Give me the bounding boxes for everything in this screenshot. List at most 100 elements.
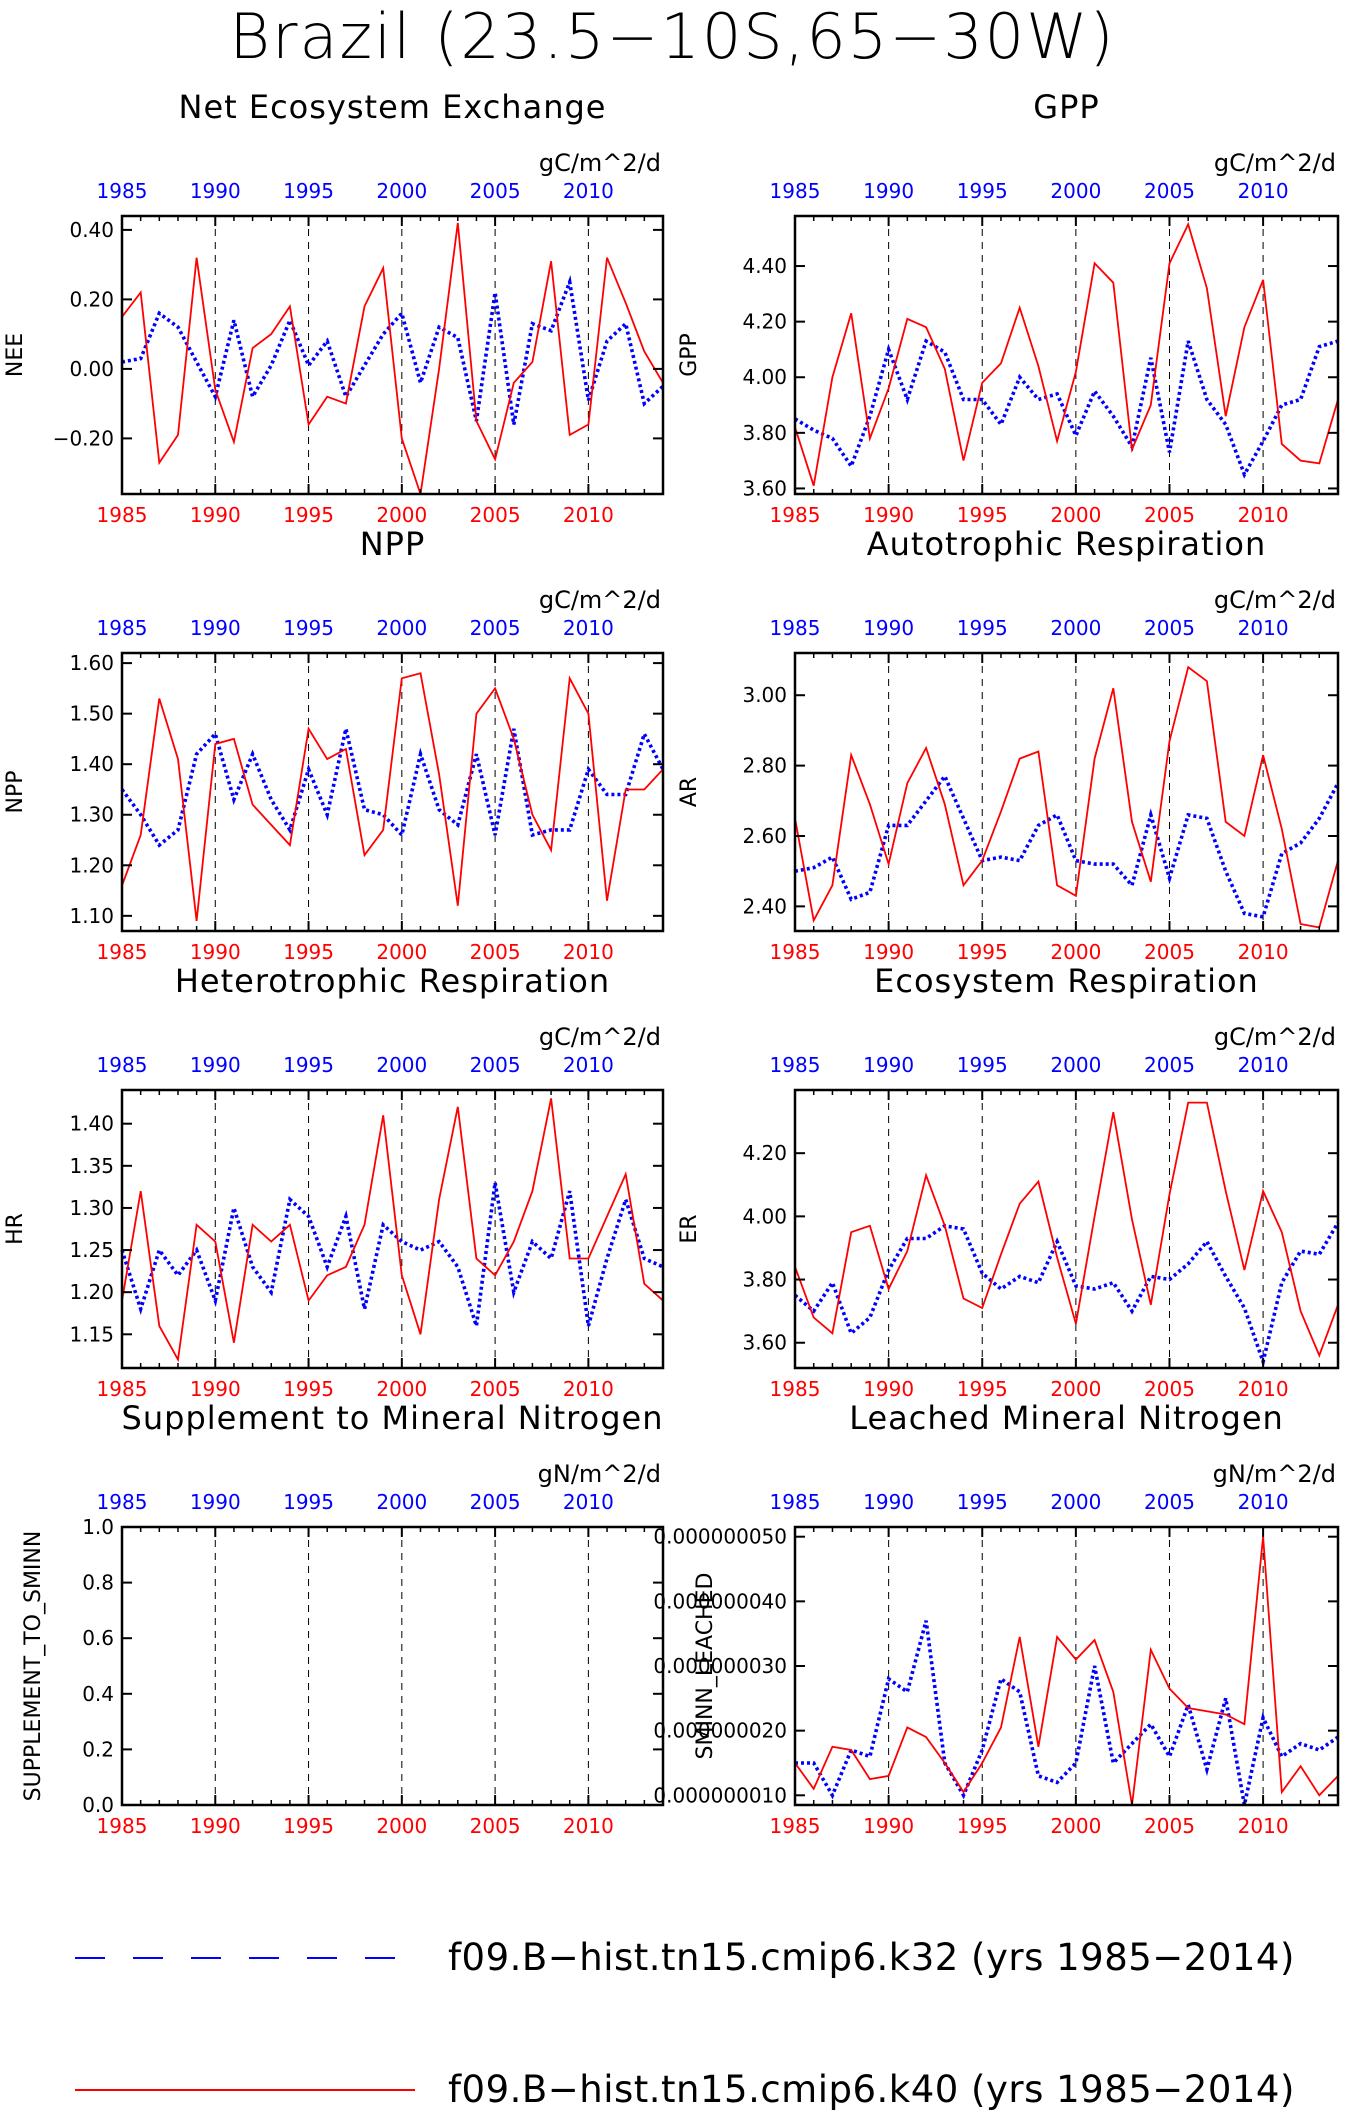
legend-entry-k40: f09.B−hist.tn15.cmip6.k40 (yrs 1985−2014… [0, 2060, 1345, 2120]
chart-title: Autotrophic Respiration [867, 525, 1267, 563]
y-tick-label: 4.20 [742, 1141, 787, 1165]
units-label: gC/m^2/d [1214, 149, 1336, 177]
series-line-k32 [120, 1182, 664, 1327]
plot-frame [793, 214, 1340, 496]
x-tick-label-top: 2005 [1144, 616, 1195, 640]
x-tick-label-bottom: 2005 [470, 940, 521, 964]
y-tick-label: 0.000000020 [653, 1719, 787, 1743]
x-tick-label-top: 1995 [283, 1490, 334, 1514]
x-tick-label-bottom: 2000 [376, 1814, 427, 1838]
chart-panel-7: Leached Mineral Nitrogen gN/m^2/d 1985 1985… [653, 1399, 1340, 1838]
units-label: gC/m^2/d [1214, 586, 1336, 614]
legend-label-k40: f09.B−hist.tn15.cmip6.k40 (yrs 1985−2014… [448, 2068, 1295, 2111]
y-tick-label: 2.80 [742, 754, 787, 778]
plot-frame [793, 1525, 1340, 1807]
x-tick-label-top: 2005 [470, 179, 521, 203]
series-line-k40 [794, 665, 1339, 929]
x-tick-label-bottom: 2005 [470, 1377, 521, 1401]
units-label: gC/m^2/d [539, 1023, 661, 1051]
y-tick-label: 4.00 [742, 365, 787, 389]
plot-frame [120, 1088, 665, 1370]
plot-frame [120, 1525, 665, 1807]
y-tick-label: 0.20 [69, 287, 114, 311]
x-tick-label-top: 1985 [770, 1053, 821, 1077]
y-tick-label: 1.40 [69, 752, 114, 776]
x-tick-label-bottom: 1995 [283, 940, 334, 964]
x-tick-label-bottom: 2000 [1050, 940, 1101, 964]
y-tick-label: 0.000000040 [653, 1589, 787, 1613]
x-tick-label-bottom: 2010 [563, 1377, 614, 1401]
units-label: gC/m^2/d [539, 149, 661, 177]
x-tick-label-top: 2000 [1050, 1490, 1101, 1514]
x-tick-label-bottom: 1990 [190, 940, 241, 964]
x-tick-label-top: 2005 [1144, 1490, 1195, 1514]
chart-title: Ecosystem Respiration [874, 962, 1259, 1000]
y-tick-label: 3.80 [742, 421, 787, 445]
y-tick-label: 1.30 [69, 803, 114, 827]
x-tick-label-top: 2005 [1144, 179, 1195, 203]
plot-frame [120, 651, 665, 933]
y-tick-label: 1.40 [69, 1112, 114, 1136]
x-tick-label-top: 2000 [1050, 1053, 1101, 1077]
y-tick-label: 3.60 [742, 1331, 787, 1355]
chart-panel-2: NPP gC/m^2/d 1985 1985 1990 1990 1995 1995 2000 2… [3, 525, 665, 964]
x-tick-label-top: 1990 [863, 616, 914, 640]
units-label: gC/m^2/d [539, 586, 661, 614]
series-line-k40 [121, 1098, 664, 1363]
chart-panel-0: Net Ecosystem Exchange gC/m^2/d 1985 1985 19… [3, 88, 665, 527]
x-tick-label-bottom: 1995 [957, 1377, 1008, 1401]
x-tick-label-bottom: 1990 [863, 1377, 914, 1401]
y-axis-label: AR [677, 777, 702, 807]
x-tick-label-bottom: 2010 [1238, 940, 1289, 964]
x-tick-label-bottom: 1990 [190, 503, 241, 527]
y-tick-label: 1.25 [69, 1238, 114, 1262]
x-tick-label-bottom: 1995 [283, 503, 334, 527]
x-tick-label-bottom: 2010 [563, 940, 614, 964]
y-tick-label: 1.20 [69, 853, 114, 877]
series-line-k40 [121, 672, 664, 922]
x-tick-label-top: 2000 [376, 1053, 427, 1077]
series-line-k40 [794, 1536, 1339, 1806]
series-line-k40 [794, 221, 1339, 486]
y-tick-label: 4.20 [742, 310, 787, 334]
x-tick-label-bottom: 1990 [190, 1814, 241, 1838]
x-tick-label-top: 2010 [1238, 1490, 1289, 1514]
y-tick-label: 4.00 [742, 1204, 787, 1228]
x-tick-label-bottom: 2000 [1050, 503, 1101, 527]
x-tick-label-top: 2010 [563, 179, 614, 203]
x-tick-label-top: 1985 [770, 1490, 821, 1514]
y-tick-label: 2.60 [742, 824, 787, 848]
x-tick-label-top: 1990 [190, 1053, 241, 1077]
y-tick-label: 0.4 [82, 1682, 114, 1706]
chart-title: GPP [1033, 88, 1099, 126]
y-tick-label: 3.60 [742, 476, 787, 500]
x-tick-label-top: 2000 [376, 179, 427, 203]
chart-title: Leached Mineral Nitrogen [849, 1399, 1284, 1437]
x-tick-label-top: 1985 [97, 616, 148, 640]
x-tick-label-bottom: 1985 [97, 1377, 148, 1401]
y-axis-label: ER [677, 1214, 702, 1243]
y-tick-label: 0.00 [69, 357, 114, 381]
x-tick-label-top: 1995 [283, 616, 334, 640]
x-tick-label-top: 2005 [470, 1053, 521, 1077]
x-tick-label-bottom: 2010 [1238, 1814, 1289, 1838]
x-tick-label-top: 1990 [190, 1490, 241, 1514]
y-axis-label: SUPPLEMENT_TO_SMINN [21, 1531, 46, 1802]
x-tick-label-top: 2005 [1144, 1053, 1195, 1077]
x-tick-label-bottom: 1990 [863, 1814, 914, 1838]
x-tick-label-top: 2010 [563, 616, 614, 640]
x-tick-label-bottom: 2005 [1144, 1377, 1195, 1401]
y-tick-label: 0.2 [82, 1737, 114, 1761]
y-axis-label: SMINN_LEACHED [693, 1573, 718, 1760]
x-tick-label-top: 2010 [1238, 1053, 1289, 1077]
x-tick-label-top: 1985 [770, 179, 821, 203]
x-tick-label-top: 1995 [957, 616, 1008, 640]
x-tick-label-bottom: 2010 [563, 1814, 614, 1838]
x-tick-label-bottom: 1985 [97, 503, 148, 527]
x-tick-label-bottom: 1985 [97, 940, 148, 964]
y-tick-label: 0.6 [82, 1626, 114, 1650]
x-tick-label-bottom: 2010 [563, 503, 614, 527]
y-tick-label: 0.000000050 [653, 1525, 787, 1549]
x-tick-label-bottom: 2005 [1144, 940, 1195, 964]
units-label: gN/m^2/d [1213, 1460, 1336, 1488]
